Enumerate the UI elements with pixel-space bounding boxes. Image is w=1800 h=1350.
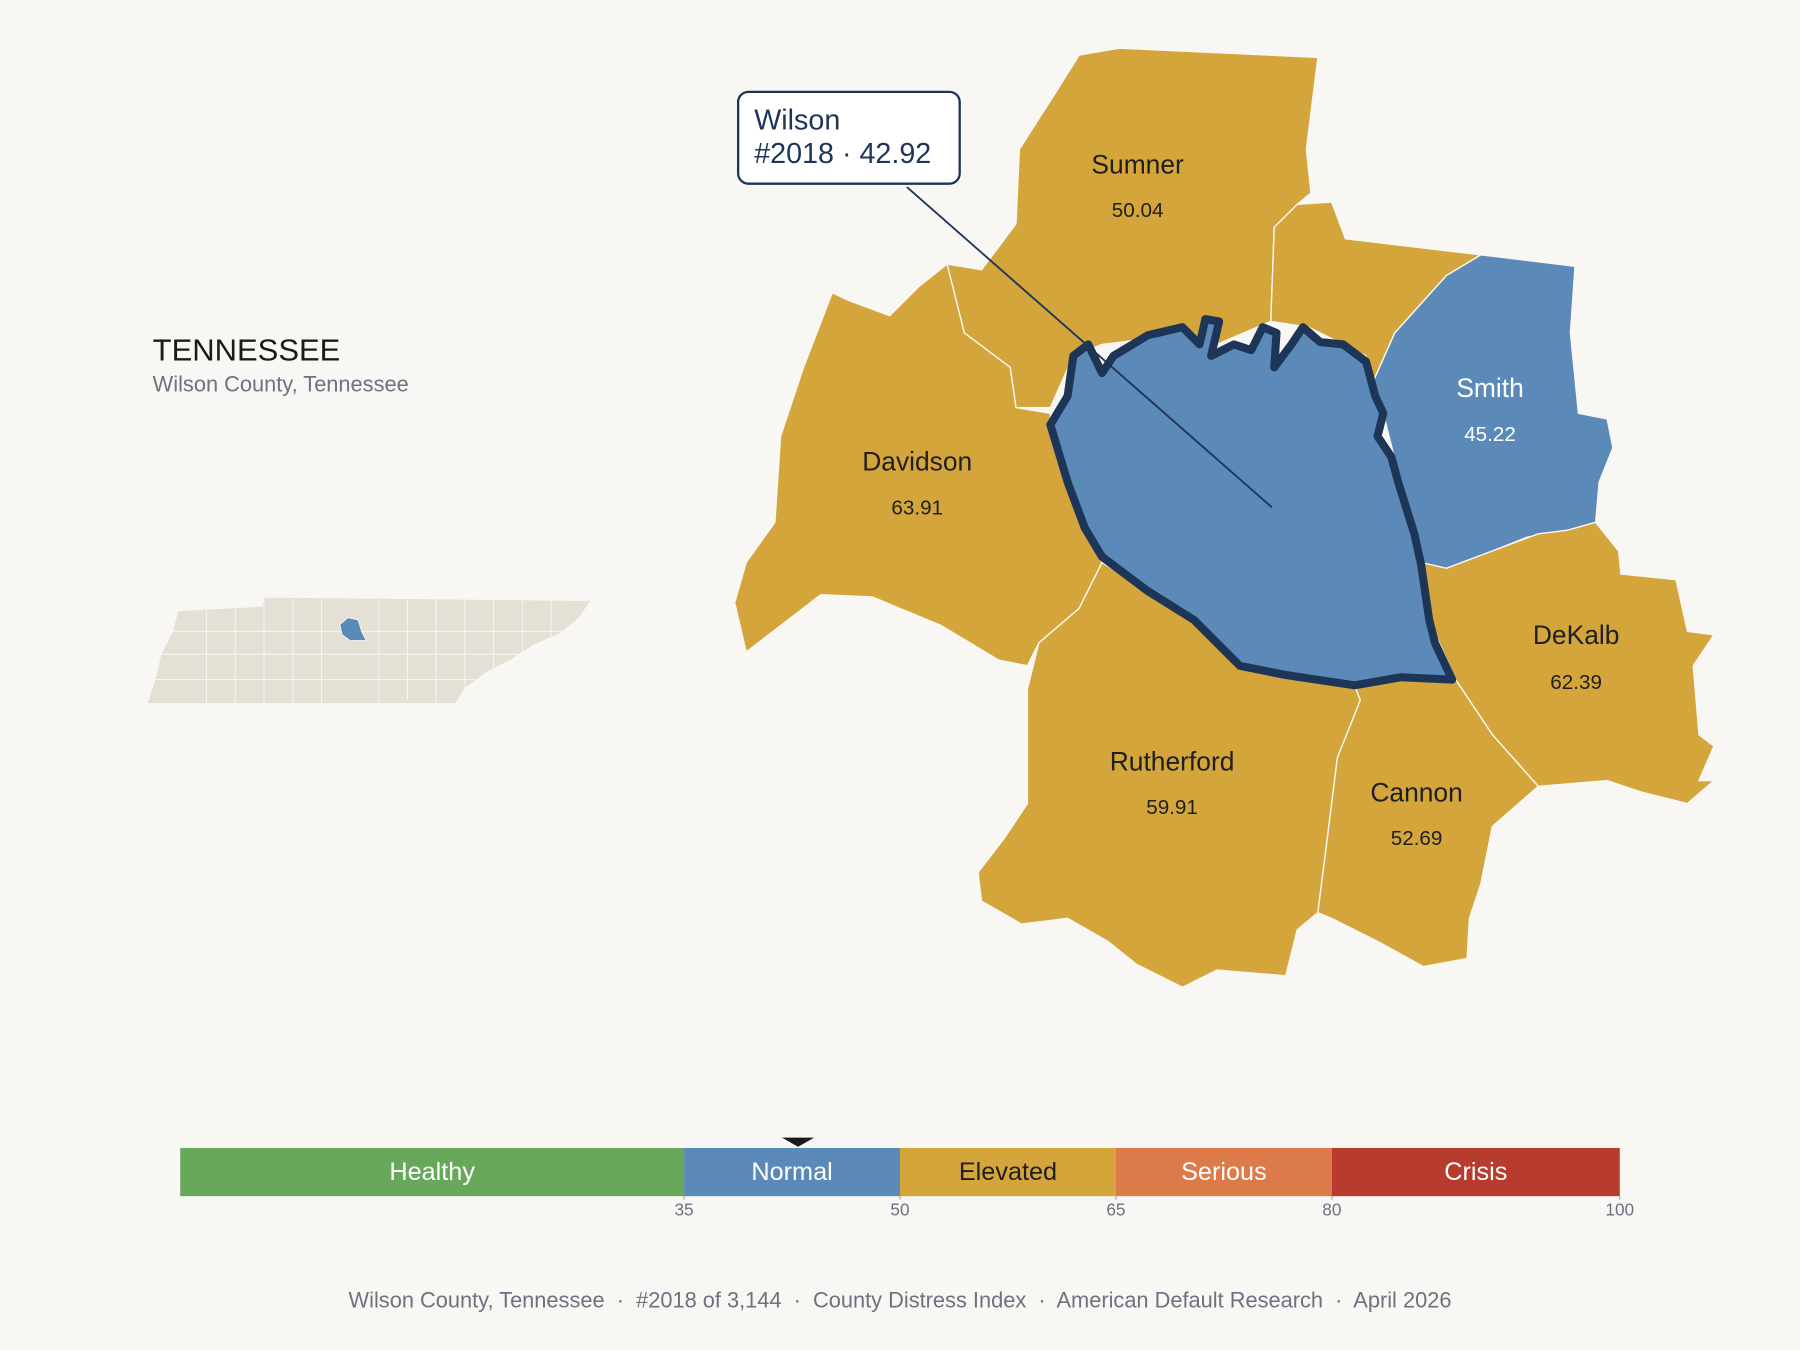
subtitle: Wilson County, Tennessee	[153, 371, 409, 396]
legend-band	[684, 1147, 900, 1197]
county-value: 45.22	[1464, 423, 1516, 446]
inset-county-lines	[154, 599, 580, 704]
county-name: Davidson	[862, 447, 972, 477]
callout-detail: #2018 · 42.92	[754, 138, 931, 170]
county-value: 50.04	[1112, 199, 1164, 222]
county-name: Smith	[1456, 373, 1523, 403]
legend-band	[1331, 1147, 1620, 1197]
county-name: Rutherford	[1110, 746, 1235, 776]
callout-leader	[906, 186, 1273, 509]
county-value: 59.91	[1146, 796, 1198, 819]
state-title: TENNESSEE	[153, 332, 341, 367]
legend-band-label: Elevated	[959, 1158, 1057, 1186]
legend-band	[1115, 1147, 1332, 1197]
legend-band	[180, 1147, 685, 1197]
tick-label: 35	[674, 1200, 693, 1220]
county-name: Cannon	[1370, 777, 1462, 807]
selected-county	[1046, 315, 1457, 690]
county-region	[1317, 676, 1540, 968]
county-name: Sumner	[1091, 149, 1184, 179]
county-value: 62.39	[1550, 671, 1602, 694]
tick-label: 65	[1106, 1200, 1125, 1220]
county-value: 63.91	[891, 496, 943, 519]
tick-label: 50	[890, 1200, 909, 1220]
legend: Healthy Normal Elevated Serious Crisis 35 50 65…	[180, 1137, 1634, 1220]
legend-band-label: Normal	[751, 1158, 832, 1186]
callout-box	[736, 90, 961, 185]
tick-label: 80	[1322, 1200, 1341, 1220]
tick-label: 100	[1605, 1200, 1634, 1220]
state-inset	[146, 596, 593, 705]
callout-name: Wilson	[754, 105, 840, 137]
footer: Wilson County, Tennessee · #2018 of 3,14…	[349, 1288, 1452, 1313]
value-marker	[782, 1137, 815, 1147]
legend-band	[900, 1147, 1116, 1197]
legend-band-label: Healthy	[389, 1158, 475, 1186]
legend-band-label: Serious	[1181, 1158, 1267, 1186]
inset-selected-county	[339, 617, 367, 642]
county-name: DeKalb	[1533, 620, 1620, 650]
county-value: 52.69	[1391, 827, 1443, 850]
legend-band-label: Crisis	[1444, 1158, 1507, 1186]
